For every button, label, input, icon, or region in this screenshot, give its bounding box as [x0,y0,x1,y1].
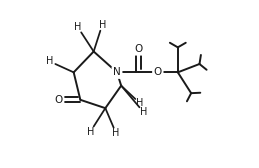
Text: O: O [154,67,162,77]
Text: H: H [74,22,81,32]
Text: H: H [99,20,106,30]
Text: N: N [113,67,121,77]
Text: H: H [140,107,147,117]
Text: O: O [134,44,143,54]
Text: H: H [112,129,120,138]
Text: H: H [136,98,144,108]
Text: H: H [87,127,94,137]
Text: O: O [55,95,63,105]
Text: H: H [46,56,53,66]
